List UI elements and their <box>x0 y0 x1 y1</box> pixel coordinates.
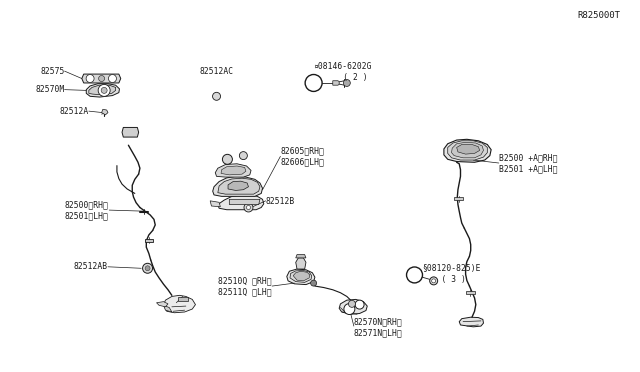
Circle shape <box>239 152 247 160</box>
Polygon shape <box>221 166 246 175</box>
Text: S: S <box>412 270 417 279</box>
Text: 82570N〈RH〉
82571N〈LH〉: 82570N〈RH〉 82571N〈LH〉 <box>354 318 403 338</box>
Text: 82605〈RH〉
82606〈LH〉: 82605〈RH〉 82606〈LH〉 <box>280 146 324 166</box>
Text: 82512B: 82512B <box>266 197 295 206</box>
Polygon shape <box>102 109 108 115</box>
Polygon shape <box>218 195 264 210</box>
Polygon shape <box>290 270 312 282</box>
Polygon shape <box>287 269 315 285</box>
Text: 82510Q 〈RH〉
82511Q 〈LH〉: 82510Q 〈RH〉 82511Q 〈LH〉 <box>218 276 272 296</box>
Text: ¤08146-6202G
      ( 2 ): ¤08146-6202G ( 2 ) <box>314 62 372 82</box>
Polygon shape <box>452 142 483 158</box>
Polygon shape <box>86 84 120 97</box>
Circle shape <box>86 74 94 83</box>
Circle shape <box>344 304 355 314</box>
Circle shape <box>244 203 253 212</box>
Polygon shape <box>228 181 248 190</box>
Text: 82570M: 82570M <box>35 85 65 94</box>
Polygon shape <box>466 291 474 294</box>
Polygon shape <box>454 197 463 200</box>
Circle shape <box>429 277 438 285</box>
Circle shape <box>348 300 355 307</box>
Text: B2500 +A〈RH〉
B2501 +A〈LH〉: B2500 +A〈RH〉 B2501 +A〈LH〉 <box>499 153 557 173</box>
Text: 82512A: 82512A <box>60 107 89 116</box>
Polygon shape <box>296 258 306 269</box>
Polygon shape <box>460 317 483 327</box>
Polygon shape <box>89 85 116 95</box>
Polygon shape <box>145 239 153 241</box>
Circle shape <box>212 92 221 100</box>
Polygon shape <box>210 201 220 207</box>
Circle shape <box>108 74 116 83</box>
Polygon shape <box>296 254 306 258</box>
Circle shape <box>406 267 422 283</box>
Polygon shape <box>212 176 262 196</box>
Polygon shape <box>448 141 487 160</box>
Circle shape <box>223 154 232 164</box>
Circle shape <box>145 266 150 271</box>
Polygon shape <box>229 199 260 205</box>
Polygon shape <box>215 164 251 177</box>
Circle shape <box>99 76 104 81</box>
Circle shape <box>431 279 436 283</box>
Text: 82512AB: 82512AB <box>74 262 108 271</box>
Text: 82500〈RH〉
82501〈LH〉: 82500〈RH〉 82501〈LH〉 <box>64 200 108 220</box>
Polygon shape <box>178 297 188 301</box>
Polygon shape <box>164 305 172 312</box>
Circle shape <box>101 87 107 93</box>
Circle shape <box>143 263 152 273</box>
Circle shape <box>305 74 322 92</box>
Polygon shape <box>164 295 195 313</box>
Polygon shape <box>122 128 139 137</box>
Polygon shape <box>339 299 367 314</box>
Circle shape <box>310 280 317 286</box>
Text: §08120-825)E
    ( 3 ): §08120-825)E ( 3 ) <box>422 264 481 284</box>
Polygon shape <box>293 271 310 281</box>
Circle shape <box>98 84 110 96</box>
Polygon shape <box>82 74 121 83</box>
Text: B: B <box>311 78 316 87</box>
Polygon shape <box>333 81 339 85</box>
Polygon shape <box>218 178 260 194</box>
Text: 82575: 82575 <box>40 67 65 76</box>
Polygon shape <box>457 144 479 154</box>
Text: 82512AC: 82512AC <box>200 67 234 76</box>
Polygon shape <box>157 302 168 307</box>
Circle shape <box>343 80 350 86</box>
Circle shape <box>355 300 364 309</box>
Polygon shape <box>444 139 491 162</box>
Text: R825000T: R825000T <box>577 11 620 20</box>
Circle shape <box>246 205 250 209</box>
